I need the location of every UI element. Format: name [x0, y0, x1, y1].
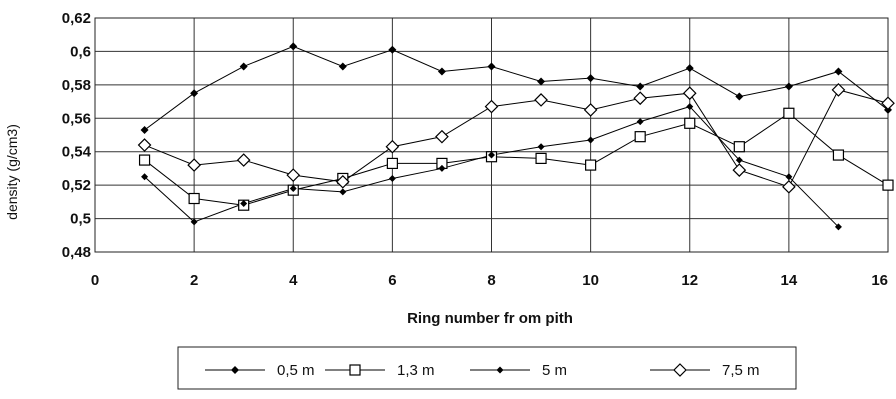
x-tick-label: 2	[190, 272, 198, 289]
y-tick-label: 0,5	[70, 211, 91, 228]
data-point	[140, 125, 149, 134]
data-point	[834, 67, 843, 76]
data-point	[386, 157, 398, 170]
legend-label: 5 m	[542, 362, 567, 379]
legend-marker	[496, 366, 504, 374]
data-point	[782, 179, 796, 194]
data-point	[437, 67, 446, 76]
series-line-4	[144, 89, 889, 188]
data-point	[335, 174, 350, 189]
x-tick-label: 4	[289, 272, 298, 289]
y-tick-label: 0,54	[62, 144, 92, 161]
y-tick-label: 0,62	[62, 10, 91, 27]
y-tick-label: 0,6	[70, 43, 91, 60]
y-tick-label: 0,56	[62, 110, 91, 127]
y-tick-label: 0,58	[62, 77, 91, 94]
data-point	[733, 141, 745, 153]
data-point	[735, 92, 744, 101]
data-point	[684, 117, 696, 129]
legend-marker	[231, 366, 239, 374]
x-tick-label: 8	[487, 272, 495, 289]
data-point	[881, 96, 895, 111]
data-point	[583, 103, 598, 117]
data-point	[636, 82, 645, 91]
data-point	[534, 93, 548, 107]
series-markers	[137, 42, 895, 231]
legend: 0,5 m 1,3 m 5 m 7,5 m	[177, 346, 797, 390]
data-point	[239, 62, 248, 71]
y-axis-label: density (g/cm3)	[4, 124, 20, 220]
grid-lines	[94, 17, 889, 253]
data-point	[188, 192, 200, 205]
x-axis-ticks: 0 2 4 6 8 10 12 14 16	[91, 272, 888, 289]
legend-label: 0,5 m	[277, 362, 315, 379]
series-line-2	[144, 112, 889, 206]
data-point	[339, 188, 347, 196]
x-tick-label: 6	[388, 272, 396, 289]
data-point	[832, 149, 845, 161]
data-point	[137, 138, 152, 152]
data-point	[141, 173, 149, 181]
x-tick-label: 12	[681, 272, 698, 289]
x-tick-label: 10	[582, 272, 599, 289]
legend-label: 1,3 m	[397, 362, 435, 379]
data-point	[190, 89, 199, 98]
data-point	[438, 164, 446, 172]
data-point	[587, 136, 595, 144]
legend-label: 7,5 m	[722, 362, 760, 379]
x-tick-label: 16	[871, 272, 888, 289]
y-axis-ticks: 0,48 0,5 0,52 0,54 0,56 0,58 0,6 0,62	[62, 10, 92, 261]
x-axis-label: Ring number fr om pith	[407, 310, 573, 327]
data-point	[484, 99, 499, 114]
data-point	[686, 103, 694, 111]
data-point	[636, 118, 644, 126]
x-tick-label: 0	[91, 272, 99, 289]
legend-marker	[349, 364, 361, 376]
y-tick-label: 0,52	[62, 177, 91, 194]
data-point	[735, 156, 743, 164]
x-tick-label: 14	[781, 272, 798, 289]
legend-marker	[673, 363, 687, 377]
data-point	[586, 74, 595, 83]
data-point	[785, 173, 793, 181]
data-point	[783, 107, 795, 119]
data-point	[535, 152, 547, 164]
y-tick-label: 0,48	[62, 244, 91, 261]
series-lines	[144, 45, 889, 228]
data-point	[633, 91, 648, 106]
data-point	[831, 83, 846, 97]
data-point	[187, 158, 201, 172]
legend-box	[177, 346, 797, 390]
data-point	[882, 179, 894, 191]
series-line-1	[144, 45, 889, 131]
data-point	[585, 159, 597, 171]
data-point	[289, 184, 297, 192]
data-point	[682, 86, 697, 101]
data-point	[385, 139, 400, 154]
data-point	[338, 62, 347, 71]
data-point	[388, 45, 397, 54]
data-point	[435, 129, 449, 144]
data-point	[487, 62, 496, 71]
data-point	[834, 223, 842, 231]
data-point	[236, 153, 251, 167]
data-point	[634, 131, 646, 143]
data-point	[240, 200, 248, 208]
data-point	[488, 151, 495, 159]
plot-area-frame	[94, 17, 889, 253]
data-point	[289, 42, 298, 51]
data-point	[685, 64, 694, 73]
data-point	[388, 174, 396, 182]
data-point	[537, 143, 545, 151]
data-point	[190, 218, 198, 226]
data-point	[138, 154, 151, 166]
data-point	[732, 163, 747, 177]
data-point	[286, 168, 301, 182]
data-point	[784, 82, 793, 91]
data-point	[537, 77, 546, 86]
